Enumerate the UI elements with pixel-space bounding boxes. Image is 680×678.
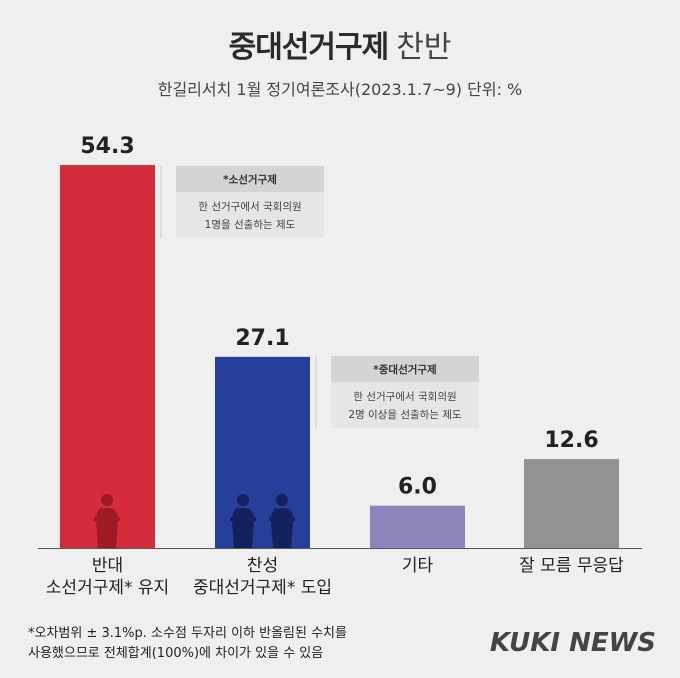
category-label-3-0: 잘 모름 무응답 <box>519 556 624 576</box>
bar-value-label-0: 54.3 <box>80 134 134 159</box>
bar-value-label-1: 27.1 <box>235 326 289 351</box>
bar-value-label-3: 12.6 <box>544 428 598 453</box>
note-line-0-0: 한 선거구에서 국회의원 <box>198 201 301 213</box>
chart-title-main: 중대선거구제 <box>228 30 390 65</box>
chart-title-sub: 찬반 <box>396 30 452 65</box>
note-header-bg-0 <box>176 166 324 192</box>
category-label-2-0: 기타 <box>402 556 434 576</box>
footnote-line-2: 사용했으므로 전체합계(100%)에 차이가 있을 수 있음 <box>28 646 324 661</box>
note-title-0: *소선거구제 <box>223 173 277 186</box>
note-line-0-1: 1명을 선출하는 제도 <box>205 218 296 231</box>
note-line-1-1: 2명 이상을 선출하는 제도 <box>348 408 462 421</box>
note-body-bg-1 <box>331 382 479 428</box>
category-label-1-1: 중대선거구제* 도입 <box>193 578 332 598</box>
podium-speaker-icon <box>94 494 120 548</box>
note-line-1-0: 한 선거구에서 국회의원 <box>353 391 456 403</box>
note-title-1: *중대선거구제 <box>373 363 436 376</box>
footnote-line-1: *오차범위 ± 3.1%p. 소수점 두자리 이하 반올림된 수치를 <box>28 626 347 641</box>
note-header-bg-1 <box>331 356 479 382</box>
note-body-bg-0 <box>176 192 324 238</box>
podium-speaker-icon <box>269 494 295 548</box>
footnote: *오차범위 ± 3.1%p. 소수점 두자리 이하 반올림된 수치를 사용했으므… <box>28 624 508 664</box>
category-label-0-0: 반대 <box>92 556 123 576</box>
bar-0 <box>60 165 155 548</box>
bar-3 <box>524 459 619 548</box>
podium-speaker-icon <box>230 494 256 548</box>
bar-2 <box>370 505 465 548</box>
category-label-0-1: 소선거구제* 유지 <box>46 578 169 598</box>
bar-value-label-2: 6.0 <box>398 475 437 500</box>
kuki-news-logo: KUKI NEWS <box>489 628 656 658</box>
chart-title: 중대선거구제 찬반 <box>0 22 680 66</box>
category-label-1-0: 찬성 <box>247 556 278 576</box>
chart-subtitle: 한길리서치 1월 정기여론조사(2023.1.7~9) 단위: % <box>157 80 523 99</box>
bar-1 <box>215 356 310 548</box>
